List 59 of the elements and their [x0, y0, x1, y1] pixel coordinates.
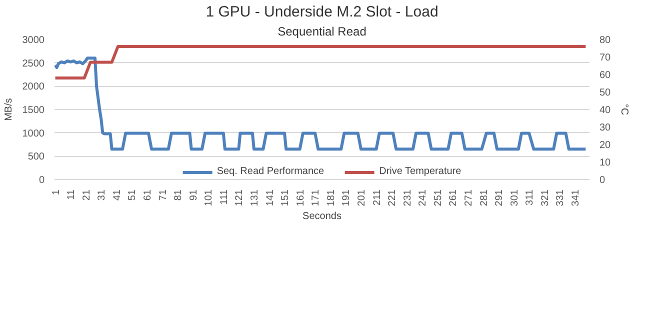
y-axis-title: MB/s — [3, 98, 14, 121]
y-tick-label: 2000 — [22, 82, 45, 93]
x-tick-label: 341 — [570, 189, 582, 206]
x-tick-label: 31 — [96, 189, 108, 201]
x-tick-label: 11 — [66, 189, 78, 200]
x-tick-label: 201 — [356, 189, 368, 206]
x-tick-label: 141 — [264, 189, 276, 206]
x-tick-label: 291 — [494, 189, 506, 206]
x-tick-label: 61 — [142, 189, 154, 201]
x-tick-label: 121 — [234, 189, 246, 206]
x-tick-label: 211 — [372, 189, 383, 206]
x-tick-label: 41 — [112, 189, 123, 201]
chart-title: 1 GPU - Underside M.2 Slot - Load — [206, 4, 438, 20]
x-tick-label: 251 — [432, 189, 444, 206]
x-tick-label: 91 — [188, 189, 200, 201]
y-tick-label: 0 — [38, 175, 45, 186]
x-tick-label: 331 — [555, 189, 566, 206]
y-tick-label: 1000 — [22, 128, 45, 140]
x-tick-label: 81 — [173, 189, 184, 201]
x-tick-label: 71 — [158, 189, 169, 201]
x-tick-label: 301 — [509, 189, 520, 206]
y2-tick-label: 50 — [600, 88, 612, 98]
x-tick-label: 241 — [418, 189, 429, 206]
y-tick-label: 3000 — [22, 35, 45, 46]
x-tick-label: 1 — [50, 189, 62, 196]
legend-label: Drive Temperature — [379, 166, 462, 177]
x-tick-label: 231 — [402, 189, 414, 206]
x-tick-label: 101 — [204, 189, 215, 206]
x-axis-title: Seconds — [302, 211, 342, 222]
legend-label: Seq. Read Performance — [216, 166, 324, 177]
x-tick-label: 191 — [341, 189, 352, 206]
x-tick-label: 321 — [540, 189, 551, 206]
y2-tick-label: 60 — [600, 70, 612, 81]
y2-tick-label: 20 — [600, 140, 612, 151]
x-tick-label: 161 — [295, 189, 306, 206]
chart-subtitle: Sequential Read — [278, 24, 366, 38]
x-tick-label: 171 — [310, 189, 322, 206]
y-tick-label: 500 — [28, 152, 45, 163]
y2-tick-label: 0 — [600, 175, 606, 186]
y-tick-label: 1500 — [22, 105, 45, 116]
x-tick-label: 111 — [218, 189, 230, 205]
x-tick-label: 281 — [478, 189, 490, 206]
y-tick-label: 2500 — [22, 58, 45, 70]
x-tick-label: 131 — [249, 189, 260, 206]
y2-tick-label: 70 — [600, 52, 612, 64]
x-tick-label: 21 — [81, 189, 92, 201]
y2-tick-label: 10 — [600, 158, 612, 168]
line-series — [54, 56, 588, 151]
y2-tick-label: 40 — [600, 105, 612, 116]
x-tick-label: 221 — [387, 189, 398, 206]
x-tick-label: 261 — [448, 189, 460, 206]
x-tick-label: 181 — [326, 189, 337, 206]
x-tick-label: 151 — [280, 189, 292, 206]
x-tick-label: 51 — [127, 189, 138, 201]
y2-tick-label: 30 — [600, 122, 612, 134]
y2-axis-title: °C — [618, 104, 630, 116]
x-tick-label: 311 — [524, 189, 536, 206]
x-tick-label: 271 — [463, 189, 474, 206]
y2-tick-label: 80 — [600, 35, 612, 46]
